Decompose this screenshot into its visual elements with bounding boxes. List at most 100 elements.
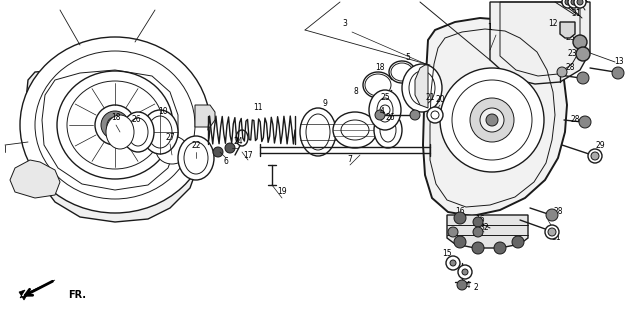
Circle shape bbox=[494, 242, 506, 254]
Ellipse shape bbox=[300, 108, 336, 156]
Polygon shape bbox=[423, 18, 567, 216]
Circle shape bbox=[450, 260, 456, 266]
Text: 11: 11 bbox=[253, 103, 263, 113]
Text: 8: 8 bbox=[353, 86, 358, 95]
Ellipse shape bbox=[156, 136, 188, 164]
Text: 23: 23 bbox=[567, 49, 577, 58]
Circle shape bbox=[512, 236, 524, 248]
Circle shape bbox=[462, 269, 468, 275]
Text: 28: 28 bbox=[565, 63, 575, 73]
Circle shape bbox=[454, 236, 466, 248]
Text: 21: 21 bbox=[425, 92, 435, 101]
Circle shape bbox=[225, 143, 235, 153]
Text: 5: 5 bbox=[406, 52, 410, 61]
Text: 16: 16 bbox=[475, 215, 485, 225]
Text: 25: 25 bbox=[380, 93, 390, 102]
Text: 22: 22 bbox=[192, 140, 201, 149]
Ellipse shape bbox=[380, 118, 396, 142]
Text: 28: 28 bbox=[553, 207, 563, 217]
Text: 32: 32 bbox=[479, 223, 489, 233]
Circle shape bbox=[571, 0, 577, 5]
Ellipse shape bbox=[369, 90, 401, 130]
Ellipse shape bbox=[20, 37, 210, 213]
Circle shape bbox=[95, 105, 135, 145]
Polygon shape bbox=[25, 62, 202, 222]
Circle shape bbox=[545, 225, 559, 239]
Ellipse shape bbox=[106, 115, 134, 149]
Circle shape bbox=[457, 280, 467, 290]
Text: 1: 1 bbox=[488, 23, 493, 33]
Circle shape bbox=[546, 209, 558, 221]
Circle shape bbox=[548, 228, 556, 236]
Circle shape bbox=[107, 117, 123, 133]
Ellipse shape bbox=[409, 71, 435, 105]
Text: 24: 24 bbox=[233, 138, 243, 147]
Text: 4: 4 bbox=[379, 108, 384, 116]
Text: 7: 7 bbox=[348, 156, 352, 164]
Text: 2: 2 bbox=[474, 284, 478, 292]
Ellipse shape bbox=[184, 142, 208, 174]
Circle shape bbox=[562, 0, 574, 8]
Circle shape bbox=[427, 107, 443, 123]
Ellipse shape bbox=[178, 136, 214, 180]
Circle shape bbox=[448, 227, 458, 237]
Circle shape bbox=[557, 67, 567, 77]
Polygon shape bbox=[10, 160, 60, 198]
Circle shape bbox=[480, 108, 504, 132]
Text: 28: 28 bbox=[570, 116, 580, 124]
Ellipse shape bbox=[57, 71, 173, 179]
Circle shape bbox=[101, 111, 129, 139]
Ellipse shape bbox=[35, 51, 195, 199]
Circle shape bbox=[588, 149, 602, 163]
Circle shape bbox=[472, 242, 484, 254]
Ellipse shape bbox=[374, 112, 402, 148]
Circle shape bbox=[579, 116, 591, 128]
Text: 19: 19 bbox=[277, 188, 287, 196]
Ellipse shape bbox=[341, 120, 369, 140]
Circle shape bbox=[577, 72, 589, 84]
Text: 26: 26 bbox=[385, 114, 395, 123]
Circle shape bbox=[568, 0, 580, 8]
Text: 31: 31 bbox=[579, 0, 589, 4]
Polygon shape bbox=[195, 105, 215, 127]
Ellipse shape bbox=[236, 130, 248, 146]
Ellipse shape bbox=[122, 112, 154, 152]
Polygon shape bbox=[447, 215, 528, 248]
Circle shape bbox=[410, 110, 420, 120]
Circle shape bbox=[458, 265, 472, 279]
Circle shape bbox=[565, 0, 571, 5]
Circle shape bbox=[577, 0, 583, 5]
Circle shape bbox=[612, 67, 624, 79]
Polygon shape bbox=[415, 65, 428, 108]
Circle shape bbox=[473, 217, 483, 227]
Text: FR.: FR. bbox=[68, 290, 86, 300]
Circle shape bbox=[431, 111, 439, 119]
Circle shape bbox=[111, 121, 119, 129]
Ellipse shape bbox=[148, 116, 172, 148]
Circle shape bbox=[380, 105, 390, 115]
Polygon shape bbox=[490, 2, 590, 84]
Text: 31: 31 bbox=[571, 10, 581, 19]
Text: 18: 18 bbox=[375, 62, 385, 71]
Text: 29: 29 bbox=[595, 141, 605, 150]
Circle shape bbox=[213, 147, 223, 157]
Circle shape bbox=[470, 98, 514, 142]
Circle shape bbox=[452, 80, 532, 160]
Text: 10: 10 bbox=[158, 107, 168, 116]
Ellipse shape bbox=[67, 81, 163, 169]
Text: 3: 3 bbox=[343, 20, 347, 28]
Text: 31: 31 bbox=[551, 234, 561, 243]
Text: 6: 6 bbox=[224, 157, 229, 166]
Circle shape bbox=[446, 256, 460, 270]
Ellipse shape bbox=[377, 98, 393, 122]
Ellipse shape bbox=[306, 114, 330, 150]
Text: 23: 23 bbox=[565, 33, 575, 42]
Text: 18: 18 bbox=[112, 114, 121, 123]
Polygon shape bbox=[19, 280, 55, 300]
Ellipse shape bbox=[402, 64, 442, 112]
Circle shape bbox=[473, 227, 483, 237]
Text: 16: 16 bbox=[455, 207, 465, 217]
Text: 26: 26 bbox=[131, 116, 141, 124]
Polygon shape bbox=[560, 22, 575, 38]
Circle shape bbox=[440, 68, 544, 172]
